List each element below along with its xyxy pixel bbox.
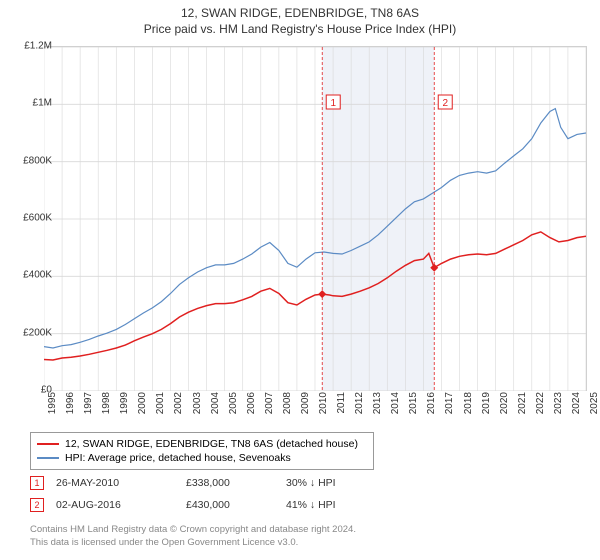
- sale-marker-icon: 1: [30, 476, 44, 490]
- x-tick-label: 2008: [282, 392, 293, 422]
- x-tick-label: 2025: [589, 392, 600, 422]
- x-tick-label: 2020: [499, 392, 510, 422]
- x-tick-label: 1995: [47, 392, 58, 422]
- x-tick-label: 2001: [155, 392, 166, 422]
- sale-row: 2 02-AUG-2016 £430,000 41% ↓ HPI: [30, 498, 336, 512]
- sale-price: £430,000: [186, 499, 286, 511]
- x-tick-label: 2024: [571, 392, 582, 422]
- x-tick-label: 1998: [101, 392, 112, 422]
- x-tick-label: 2022: [535, 392, 546, 422]
- x-tick-label: 2003: [192, 392, 203, 422]
- y-tick-label: £0: [12, 385, 52, 396]
- sale-price: £338,000: [186, 477, 286, 489]
- legend-swatch: [37, 443, 59, 445]
- x-tick-label: 2017: [444, 392, 455, 422]
- x-tick-label: 2019: [481, 392, 492, 422]
- legend: 12, SWAN RIDGE, EDENBRIDGE, TN8 6AS (det…: [30, 432, 374, 470]
- x-tick-label: 2005: [228, 392, 239, 422]
- sale-marker-icon: 2: [30, 498, 44, 512]
- x-tick-label: 2018: [463, 392, 474, 422]
- x-tick-label: 2006: [246, 392, 257, 422]
- x-tick-label: 2010: [318, 392, 329, 422]
- x-tick-label: 2016: [426, 392, 437, 422]
- y-tick-label: £200K: [12, 327, 52, 338]
- y-tick-label: £400K: [12, 270, 52, 281]
- chart-title: 12, SWAN RIDGE, EDENBRIDGE, TN8 6AS: [0, 0, 600, 20]
- x-tick-label: 2013: [372, 392, 383, 422]
- svg-text:1: 1: [330, 98, 336, 109]
- legend-label: HPI: Average price, detached house, Seve…: [65, 452, 291, 464]
- footer-line: Contains HM Land Registry data © Crown c…: [30, 524, 356, 535]
- y-tick-label: £1.2M: [12, 41, 52, 52]
- legend-swatch: [37, 457, 59, 459]
- sale-date: 02-AUG-2016: [56, 499, 186, 511]
- x-tick-label: 1996: [65, 392, 76, 422]
- x-tick-label: 2007: [264, 392, 275, 422]
- svg-text:2: 2: [442, 98, 448, 109]
- chart-subtitle: Price paid vs. HM Land Registry's House …: [0, 20, 600, 36]
- x-tick-label: 2000: [137, 392, 148, 422]
- x-tick-label: 2004: [210, 392, 221, 422]
- legend-label: 12, SWAN RIDGE, EDENBRIDGE, TN8 6AS (det…: [65, 438, 358, 450]
- x-tick-label: 2009: [300, 392, 311, 422]
- legend-item: HPI: Average price, detached house, Seve…: [37, 451, 367, 465]
- x-tick-label: 2023: [553, 392, 564, 422]
- chart-svg: 12: [44, 47, 586, 391]
- x-tick-label: 1997: [83, 392, 94, 422]
- chart-container: 12, SWAN RIDGE, EDENBRIDGE, TN8 6AS Pric…: [0, 0, 600, 560]
- plot-area: 12: [44, 46, 587, 391]
- sale-pct: 30% ↓ HPI: [286, 477, 336, 489]
- sale-pct: 41% ↓ HPI: [286, 499, 336, 511]
- sale-date: 26-MAY-2010: [56, 477, 186, 489]
- y-tick-label: £1M: [12, 98, 52, 109]
- x-tick-label: 2021: [517, 392, 528, 422]
- x-tick-label: 2012: [354, 392, 365, 422]
- x-tick-label: 1999: [119, 392, 130, 422]
- y-tick-label: £600K: [12, 213, 52, 224]
- x-tick-label: 2014: [390, 392, 401, 422]
- x-tick-label: 2002: [173, 392, 184, 422]
- x-tick-label: 2015: [408, 392, 419, 422]
- x-tick-label: 2011: [336, 392, 347, 422]
- sale-row: 1 26-MAY-2010 £338,000 30% ↓ HPI: [30, 476, 336, 490]
- footer-line: This data is licensed under the Open Gov…: [30, 537, 298, 548]
- legend-item: 12, SWAN RIDGE, EDENBRIDGE, TN8 6AS (det…: [37, 437, 367, 451]
- y-tick-label: £800K: [12, 155, 52, 166]
